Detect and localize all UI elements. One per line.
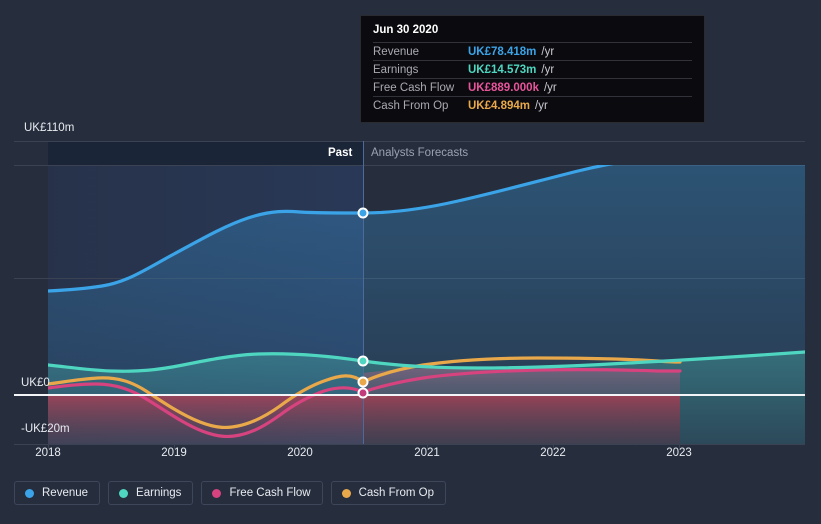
tooltip-value-free-cash-flow: UK£889.000k xyxy=(468,82,539,94)
x-axis-label-2019: 2019 xyxy=(161,447,187,459)
series-plot xyxy=(48,141,805,444)
series-svg xyxy=(48,142,805,444)
revenue-line xyxy=(48,142,805,293)
tooltip-label-revenue: Revenue xyxy=(373,46,420,58)
past-header-fill xyxy=(48,142,363,165)
tooltip-unit-earnings: /yr xyxy=(541,64,555,76)
y-axis-label-minus20m: -UK£20m xyxy=(21,423,70,435)
past-forecast-divider xyxy=(363,141,364,444)
tooltip-value-revenue: UK£78.418m xyxy=(468,46,537,58)
tooltip-value-earnings: UK£14.573m xyxy=(468,64,537,76)
data-tooltip: Jun 30 2020 Revenue UK£78.418m /yr Earni… xyxy=(360,15,705,123)
cash-from-op-marker-dot[interactable] xyxy=(357,376,369,388)
cash-from-op-line xyxy=(48,356,682,430)
x-axis-label-2023: 2023 xyxy=(666,447,692,459)
x-tick-2020 xyxy=(300,444,301,449)
y-axis-label-0: UK£0 xyxy=(21,377,50,389)
x-tick-2019 xyxy=(174,444,175,449)
x-tick-2018 xyxy=(48,444,49,449)
x-tick-2021 xyxy=(427,444,428,449)
tooltip-row-free-cash-flow: Free Cash Flow UK£889.000k /yr xyxy=(373,78,692,96)
analysts-forecasts-label: Analysts Forecasts xyxy=(371,147,469,159)
legend-item-revenue[interactable]: Revenue xyxy=(14,481,101,505)
x-tick-2022 xyxy=(553,444,554,449)
tooltip-title: Jun 30 2020 xyxy=(373,24,439,36)
legend-item-free-cash-flow[interactable]: Free Cash Flow xyxy=(201,481,323,505)
period-header-strip xyxy=(0,142,821,165)
earnings-marker-dot[interactable] xyxy=(357,355,369,367)
tooltip-label-cash-from-op: Cash From Op xyxy=(373,100,449,112)
x-axis-label-2022: 2022 xyxy=(540,447,566,459)
cash-from-op-swatch-icon xyxy=(341,488,351,498)
tooltip-row-earnings: Earnings UK£14.573m /yr xyxy=(373,60,692,78)
tooltip-label-earnings: Earnings xyxy=(373,64,419,76)
negative-cashflow-area xyxy=(48,395,680,444)
free-cash-flow-line xyxy=(48,367,682,439)
tooltip-value-cash-from-op: UK£4.894m xyxy=(468,100,531,112)
x-axis-line xyxy=(14,444,805,445)
legend-label-free-cash-flow: Free Cash Flow xyxy=(229,487,311,499)
x-axis-label-2018: 2018 xyxy=(35,447,61,459)
legend-label-cash-from-op: Cash From Op xyxy=(358,487,435,499)
gridline-upper xyxy=(14,165,805,166)
revenue-marker-dot[interactable] xyxy=(357,207,369,219)
free-cash-flow-marker-dot[interactable] xyxy=(357,387,369,399)
gridline-110m xyxy=(14,141,805,142)
tooltip-unit-free-cash-flow: /yr xyxy=(543,82,557,94)
tooltip-row-revenue: Revenue UK£78.418m /yr xyxy=(373,42,692,60)
x-axis-label-2021: 2021 xyxy=(414,447,440,459)
tooltip-unit-revenue: /yr xyxy=(541,46,555,58)
x-tick-2023 xyxy=(679,444,680,449)
chart-canvas: Past Analysts Forecasts UK£110m UK£0 -UK… xyxy=(0,122,821,459)
earnings-swatch-icon xyxy=(119,488,129,498)
free-cash-flow-swatch-icon xyxy=(212,488,222,498)
tooltip-row-cash-from-op: Cash From Op UK£4.894m /yr xyxy=(373,96,692,114)
legend-item-cash-from-op[interactable]: Cash From Op xyxy=(330,481,447,505)
y-axis-label-110m: UK£110m xyxy=(24,122,75,134)
x-axis-label-2020: 2020 xyxy=(287,447,313,459)
past-label: Past xyxy=(328,147,353,159)
chart-legend: Revenue Earnings Free Cash Flow Cash Fro… xyxy=(14,481,447,505)
legend-label-revenue: Revenue xyxy=(42,487,89,499)
revenue-swatch-icon xyxy=(25,488,34,498)
tooltip-unit-cash-from-op: /yr xyxy=(535,100,548,112)
legend-label-earnings: Earnings xyxy=(136,487,182,499)
tooltip-label-free-cash-flow: Free Cash Flow xyxy=(373,82,455,94)
legend-item-earnings[interactable]: Earnings xyxy=(108,481,194,505)
zero-baseline xyxy=(14,394,805,396)
